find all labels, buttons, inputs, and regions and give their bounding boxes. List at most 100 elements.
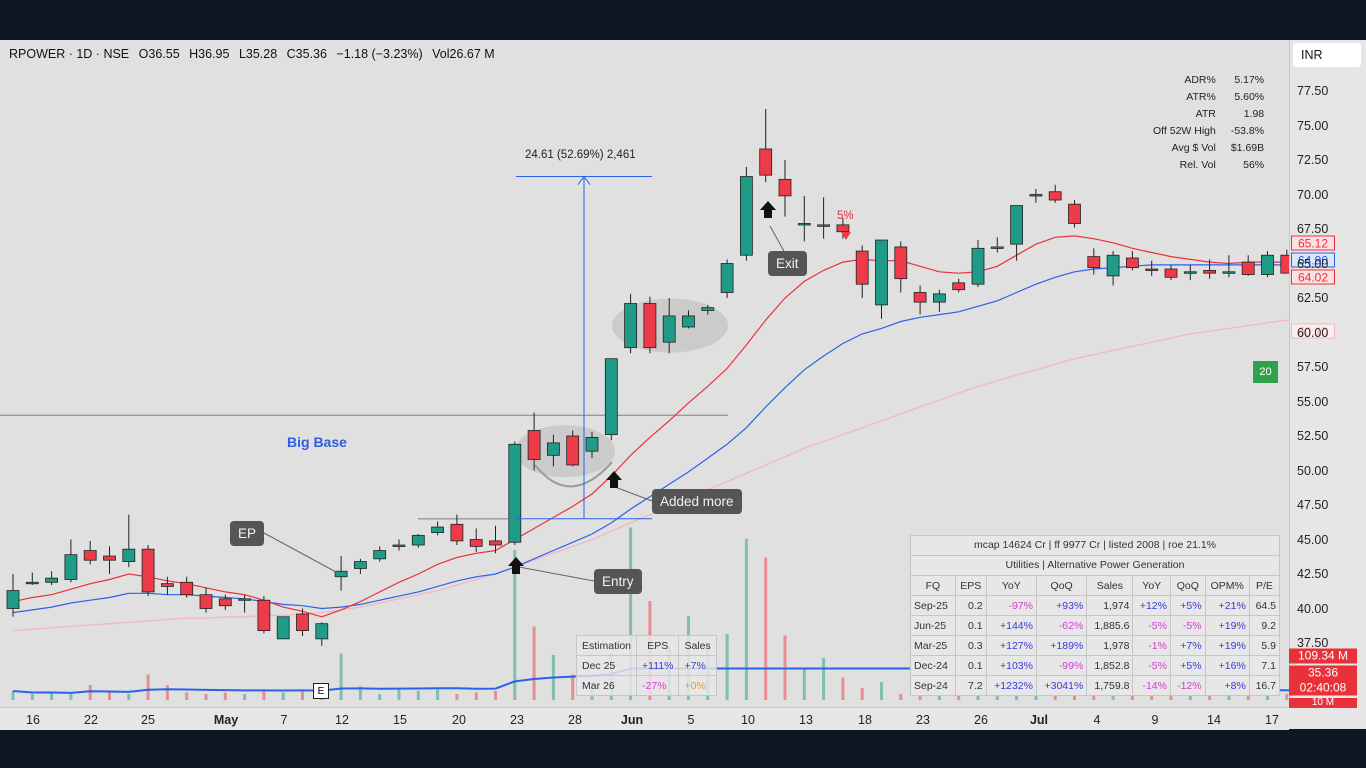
volume-bar (725, 634, 729, 700)
price-tick-label: 45.00 (1297, 532, 1329, 547)
candle-body (83, 550, 97, 561)
candle-body (489, 540, 502, 546)
candle-body (180, 581, 194, 596)
currency-selector[interactable]: INR (1293, 43, 1361, 67)
estimates-table: Estimation EPS Sales Dec 25 +111% +7% Mar 26-… (575, 635, 717, 696)
candle-body (64, 554, 78, 580)
candle-body (624, 303, 637, 349)
volume-bar (301, 689, 304, 700)
volume-bar (50, 692, 54, 700)
close-value: C35.36 (286, 47, 327, 61)
stats-value: 5.17% (1234, 74, 1265, 86)
countdown-label: 02:40:08 (1289, 680, 1357, 696)
ep-callout[interactable]: EP (230, 521, 265, 546)
candle-body (218, 598, 232, 607)
fundamentals-column-header: Sales (1086, 575, 1134, 596)
volume-bar (629, 527, 633, 700)
price-tick-label: 70.00 (1297, 187, 1329, 202)
fundamentals-cell: +3041% (1035, 675, 1088, 696)
candle-body (334, 570, 348, 578)
fundamentals-cell: +144% (985, 615, 1037, 636)
ma-period-badge[interactable]: 20 (1253, 361, 1278, 383)
volume-value: Vol26.67 M (432, 47, 495, 61)
candle-body (1280, 254, 1289, 274)
price-chart[interactable] (0, 40, 1289, 707)
fundamentals-column-header: EPS (954, 575, 987, 596)
percent-marker-label: 5% (837, 210, 854, 222)
time-tick-label: 5 (687, 713, 695, 727)
added-more-callout[interactable]: Added more (652, 489, 742, 514)
stats-panel: ADR% 5.17% ATR% 5.60% ATR 1.98 Off 52W High -53… (1150, 72, 1267, 174)
candle-body (817, 224, 830, 227)
candle-body (875, 239, 888, 306)
time-tick-label: 16 (26, 713, 40, 727)
exit-callout[interactable]: Exit (768, 251, 807, 276)
fundamentals-row: Dec-24 0.1 +103% -99% 1,852.8 -5% +5% +16% 7.1 (910, 655, 1281, 676)
fundamentals-cell: 64.5 (1248, 595, 1281, 616)
volume-bar (204, 694, 208, 700)
price-axis[interactable] (1290, 40, 1366, 729)
price-tick-label: 55.00 (1297, 394, 1329, 409)
candle-body (1048, 191, 1062, 201)
candle-body (1068, 203, 1081, 224)
candle-body (353, 561, 367, 569)
low-value: L35.28 (238, 47, 278, 61)
candle-body (836, 224, 850, 233)
symbol-label[interactable]: RPOWER · 1D · NSE (9, 47, 130, 61)
fundamentals-cell: 1,974 (1086, 595, 1134, 616)
time-tick-label: 9 (1151, 713, 1159, 727)
fundamentals-cell: 5.9 (1248, 635, 1281, 656)
stats-value: 1.98 (1243, 108, 1265, 120)
candle-body (547, 442, 560, 456)
entry-callout[interactable]: Entry (594, 569, 642, 594)
entry-connector (518, 566, 595, 582)
added-more-connector (614, 486, 653, 502)
cup-arc (534, 461, 613, 488)
candle-body (238, 598, 252, 601)
candle-body (469, 539, 483, 547)
fundamentals-column-header: YoY (985, 575, 1037, 596)
fundamentals-column-header: FQ (910, 575, 956, 596)
fundamentals-cell: -12% (1169, 675, 1206, 696)
time-tick-label: 15 (393, 713, 407, 727)
candle-body (122, 548, 136, 562)
fundamentals-cell: +12% (1132, 595, 1171, 616)
time-tick-label: 28 (568, 713, 582, 727)
stats-label: ATR (1195, 108, 1216, 120)
volume-bar (880, 682, 883, 700)
time-tick-label: 23 (916, 713, 930, 727)
candle-body (103, 555, 116, 561)
volume-bar (108, 692, 111, 700)
time-tick-label: 7 (280, 713, 288, 727)
candle-body (527, 430, 541, 460)
added-more-arrow-icon (606, 471, 622, 488)
candle-body (1106, 254, 1120, 277)
price-tick-label: 47.50 (1297, 498, 1329, 512)
chart-plot-area[interactable]: RPOWER · 1D · NSE O36.55 H36.95 L35.28 C… (0, 40, 1290, 707)
candle-body (1222, 271, 1236, 274)
volume-bar (1208, 692, 1212, 700)
estimates-column-header: EPS (636, 635, 680, 656)
candle-body (25, 581, 39, 585)
time-tick-label: 17 (1265, 713, 1279, 727)
stats-label: ATR% (1186, 91, 1216, 103)
fundamentals-cell: -5% (1132, 655, 1171, 676)
volume-ma-label: 109.34 M (1289, 648, 1357, 664)
time-axis[interactable]: 16 22 25 May 7 12 15 20 23 28 Jun 5 10 13 18 23 26 Jul 4 9 1… (0, 707, 1289, 730)
candle-body (257, 599, 271, 631)
time-tick-label: 14 (1207, 713, 1221, 727)
fundamentals-cell: Sep-24 (910, 675, 956, 696)
earnings-marker[interactable]: E (313, 683, 329, 699)
volume-bar (397, 689, 401, 700)
fundamentals-cell: 1,978 (1086, 635, 1134, 656)
estimates-cell: +0% (678, 675, 717, 696)
stats-row: Avg $ Vol $1.69B (1150, 140, 1267, 157)
price-tick-label: 37.50 (1297, 636, 1329, 650)
time-tick-label: 13 (799, 713, 813, 727)
volume-bar (1150, 692, 1154, 700)
candle-body (1087, 256, 1101, 269)
volume-bar (957, 692, 961, 700)
fundamentals-cell: 0.1 (954, 655, 987, 676)
fundamentals-cell: +127% (985, 635, 1037, 656)
price-tick-label: 65.00 (1297, 256, 1329, 271)
